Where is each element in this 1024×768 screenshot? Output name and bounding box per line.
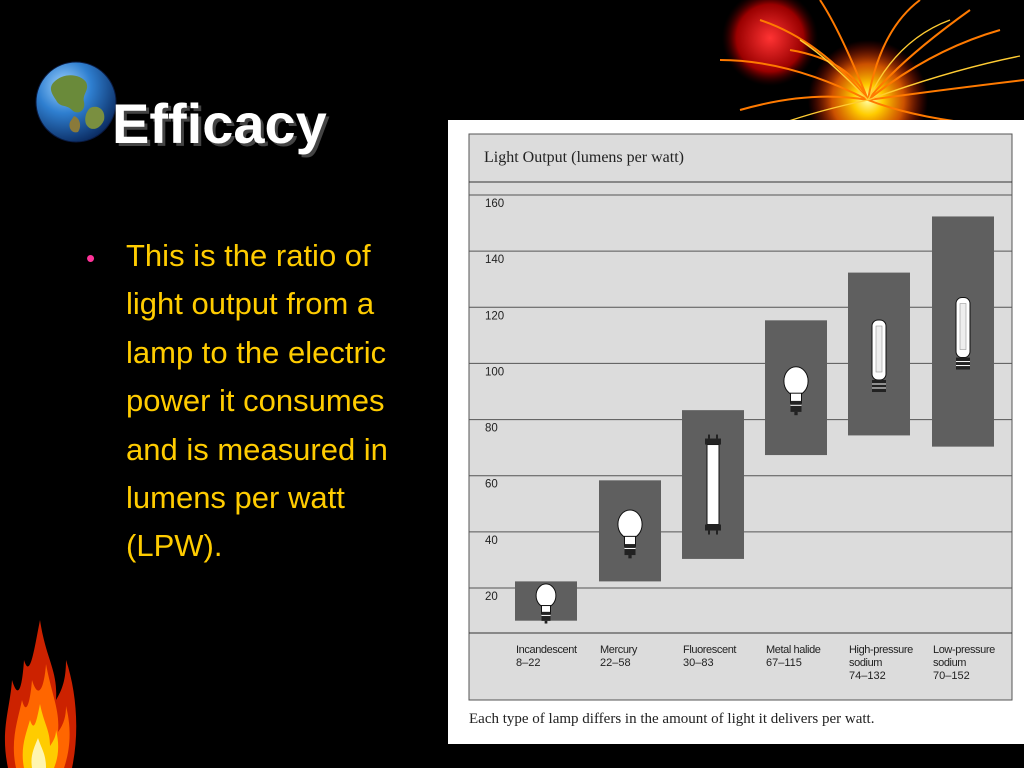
category-label-line2: sodium	[933, 657, 966, 669]
range-label: 67–115	[766, 657, 802, 669]
bulb-glass	[535, 583, 557, 608]
bulb-base	[790, 400, 802, 412]
efficacy-chart: Light Output (lumens per watt) 20 40 60 80 10…	[468, 133, 1013, 727]
range-label: 70–152	[933, 670, 970, 682]
flame-graphic	[4, 620, 77, 768]
tube-body	[706, 444, 720, 526]
tube-cap-bottom	[705, 524, 721, 531]
bulb-tip	[628, 555, 632, 559]
chart-title: Light Output (lumens per watt)	[484, 149, 684, 166]
category-label-line2: sodium	[849, 657, 882, 669]
category-label: Fluorescent	[683, 644, 736, 656]
chart-caption: Each type of lamp differs in the amount …	[469, 711, 874, 727]
category-label: Mercury	[600, 644, 638, 656]
y-tick-label: 160	[485, 198, 504, 210]
range-label: 22–58	[600, 657, 631, 669]
metal-halide-bulb-icon	[783, 366, 809, 416]
bulb-base	[624, 544, 636, 556]
bulb-base	[541, 611, 551, 621]
bulb-tip	[544, 620, 548, 624]
y-tick-label: 80	[485, 423, 498, 435]
arc-tube	[959, 303, 967, 350]
tube-cap-top	[705, 438, 721, 445]
bullet-marker: •	[86, 243, 96, 273]
tube-base	[956, 357, 970, 370]
y-tick-label: 60	[485, 479, 498, 491]
range-label: 8–22	[516, 657, 540, 669]
hps-tube-icon	[871, 319, 887, 393]
category-label: High-pressure	[849, 644, 913, 656]
y-tick-label: 100	[485, 366, 504, 378]
category-label: Metal halide	[766, 644, 821, 656]
tube-base	[872, 380, 886, 393]
category-label: Low-pressure	[933, 644, 995, 656]
arc-tube	[875, 325, 883, 373]
efficacy-chart-figure: Light Output (lumens per watt) 20 40 60 80 10…	[448, 120, 1024, 744]
range-label: 74–132	[849, 670, 886, 682]
bullet-text: This is the ratio of light output from a…	[126, 238, 388, 564]
slide-title: Efficacy	[112, 92, 327, 155]
fluorescent-tube-icon	[705, 434, 721, 535]
range-label: 30–83	[683, 657, 714, 669]
lps-tube-icon	[955, 297, 971, 370]
bulb-tip	[794, 411, 798, 416]
category-label: Incandescent	[516, 644, 577, 656]
y-tick-label: 20	[485, 591, 498, 603]
globe-icon	[35, 61, 117, 143]
bulb-glass	[783, 366, 809, 396]
mercury-bulb-icon	[617, 509, 643, 559]
bulb-glass	[617, 509, 643, 540]
sunburst-graphic	[719, 0, 1024, 130]
y-tick-label: 40	[485, 535, 498, 547]
y-tick-label: 140	[485, 254, 504, 266]
incandescent-bulb-icon	[535, 583, 557, 624]
y-tick-label: 120	[485, 310, 504, 322]
